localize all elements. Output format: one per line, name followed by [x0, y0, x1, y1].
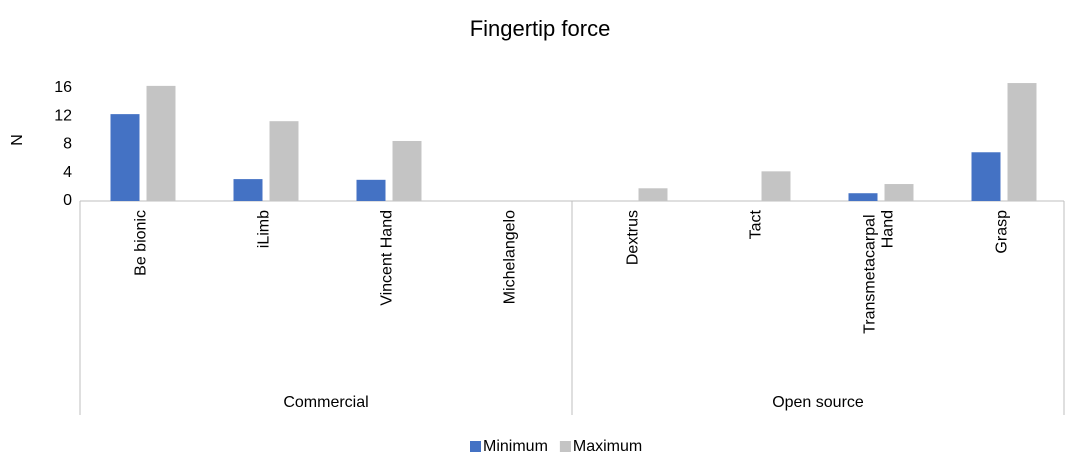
bar	[356, 179, 386, 201]
bar	[110, 114, 140, 201]
x-tick-label: Michelangelo	[502, 210, 519, 304]
bar	[146, 85, 176, 201]
x-tick-label: Vincent Hand	[379, 210, 396, 306]
bar	[761, 171, 791, 201]
x-tick-label: Grasp	[994, 210, 1011, 254]
x-tick-label: Transmetacarpal Hand	[862, 210, 897, 334]
group-label: Commercial	[283, 394, 368, 411]
bar	[638, 188, 668, 201]
group-label: Open source	[772, 394, 864, 411]
x-tick-label: Tact	[748, 209, 765, 239]
y-tick-label: 8	[63, 136, 72, 153]
y-tick-label: 4	[63, 164, 72, 181]
chart-title: Fingertip force	[470, 16, 611, 41]
bar	[848, 193, 878, 201]
bar	[884, 184, 914, 201]
legend-swatch	[470, 441, 481, 452]
y-axis-label: N	[9, 134, 26, 146]
bar	[392, 140, 422, 201]
legend-label: Minimum	[483, 438, 548, 455]
y-tick-label: 12	[54, 107, 72, 124]
bar	[971, 152, 1001, 201]
legend-label: Maximum	[573, 438, 642, 455]
y-tick-label: 16	[54, 79, 72, 96]
bar	[233, 179, 263, 201]
bar	[1007, 83, 1037, 201]
y-tick-label: 0	[63, 192, 72, 209]
x-tick-label: Dextrus	[625, 210, 642, 265]
x-tick-label: Be bionic	[133, 210, 150, 276]
x-tick-label: iLimb	[256, 210, 273, 248]
bar	[269, 121, 299, 201]
legend-swatch	[559, 441, 571, 452]
